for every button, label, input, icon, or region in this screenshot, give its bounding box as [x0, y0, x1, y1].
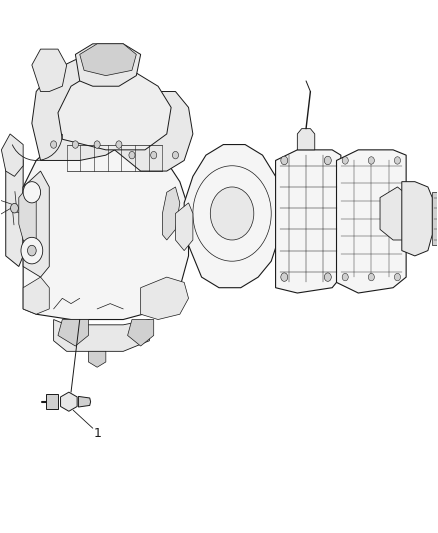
Polygon shape: [58, 70, 171, 150]
Circle shape: [151, 151, 157, 159]
Polygon shape: [32, 49, 67, 92]
Polygon shape: [184, 144, 280, 288]
Polygon shape: [402, 182, 432, 256]
Polygon shape: [80, 44, 136, 76]
Polygon shape: [32, 60, 132, 160]
Circle shape: [324, 156, 331, 165]
Polygon shape: [78, 397, 91, 407]
Polygon shape: [127, 319, 154, 346]
Circle shape: [324, 273, 331, 281]
Circle shape: [342, 157, 348, 164]
Polygon shape: [19, 187, 36, 245]
Polygon shape: [23, 277, 49, 314]
Polygon shape: [60, 392, 77, 411]
Circle shape: [210, 187, 254, 240]
Circle shape: [21, 237, 43, 264]
Circle shape: [23, 182, 41, 203]
Circle shape: [394, 157, 400, 164]
Polygon shape: [88, 351, 106, 367]
Polygon shape: [276, 150, 341, 293]
Polygon shape: [23, 171, 49, 277]
Circle shape: [50, 141, 57, 148]
Polygon shape: [58, 319, 88, 346]
Circle shape: [281, 273, 288, 281]
Polygon shape: [115, 92, 193, 171]
Polygon shape: [162, 187, 180, 240]
Polygon shape: [380, 187, 415, 240]
Polygon shape: [1, 134, 23, 176]
Circle shape: [116, 141, 122, 148]
Polygon shape: [23, 134, 188, 319]
Circle shape: [342, 273, 348, 281]
Circle shape: [11, 204, 18, 213]
Polygon shape: [336, 150, 406, 293]
Polygon shape: [75, 44, 141, 86]
Polygon shape: [141, 277, 188, 319]
Circle shape: [28, 245, 36, 256]
Circle shape: [368, 157, 374, 164]
Polygon shape: [176, 203, 193, 251]
Polygon shape: [53, 319, 149, 351]
Polygon shape: [432, 192, 437, 245]
Polygon shape: [46, 394, 58, 409]
Polygon shape: [6, 144, 23, 266]
Circle shape: [394, 273, 400, 281]
Circle shape: [368, 273, 374, 281]
Text: 1: 1: [93, 427, 101, 440]
Circle shape: [72, 141, 78, 148]
Circle shape: [281, 156, 288, 165]
Circle shape: [173, 151, 179, 159]
Circle shape: [129, 151, 135, 159]
Polygon shape: [297, 128, 315, 150]
Circle shape: [94, 141, 100, 148]
